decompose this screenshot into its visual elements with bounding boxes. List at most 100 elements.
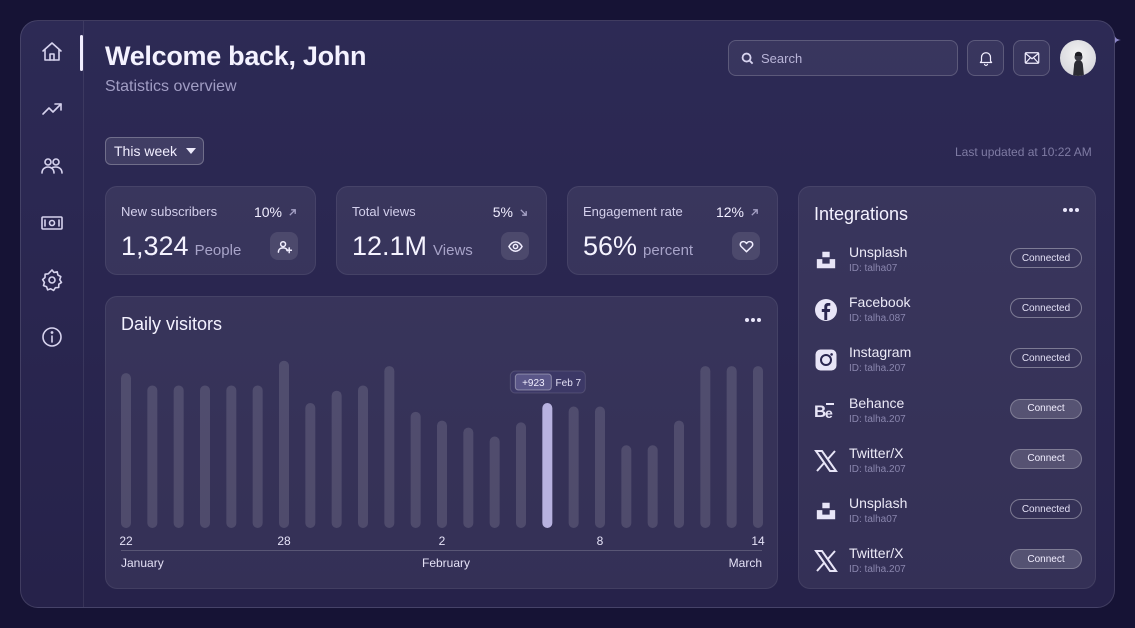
sidebar-item-revenue[interactable] — [39, 210, 65, 236]
integration-id: ID: talha.087 — [849, 313, 906, 325]
integration-id: ID: talha.207 — [849, 463, 906, 475]
chart-bar[interactable] — [173, 385, 184, 528]
search-input[interactable] — [761, 50, 951, 66]
chart-bar[interactable] — [331, 390, 342, 528]
messages-button[interactable] — [1013, 40, 1050, 76]
integration-row: Twitter/X ID: talha.207 Connect — [814, 445, 1082, 481]
stat-change-value: 12% — [715, 204, 744, 220]
avatar-image — [1073, 51, 1084, 76]
chart-bar[interactable] — [358, 385, 368, 528]
chart-bar[interactable] — [410, 411, 421, 528]
chart-bar[interactable] — [305, 403, 316, 528]
chart-bar[interactable] — [463, 427, 474, 528]
chart-axis-line — [121, 550, 762, 551]
integration-id: ID: talha.207 — [849, 413, 906, 425]
x-tick-label: 8 — [597, 534, 604, 548]
dashboard-window: Welcome back, John Statistics overview T… — [20, 20, 1115, 608]
connected-button[interactable]: Connected — [1010, 348, 1082, 369]
stat-change: 12% — [716, 204, 759, 220]
money-icon — [41, 216, 63, 230]
arrow-down-right-icon — [520, 208, 527, 216]
stat-value: 12.1M — [352, 231, 428, 261]
sidebar-item-audience[interactable] — [39, 153, 65, 179]
x-tick-label: 14 — [751, 534, 765, 548]
stat-value: 56% — [583, 231, 638, 261]
x-icon — [814, 549, 838, 573]
last-updated-text: Last updated at 10:22 AM — [955, 145, 1092, 159]
connected-button[interactable]: Connected — [1010, 298, 1082, 319]
stat-icon-badge — [732, 232, 760, 260]
stat-value-row: 1,324 People — [121, 231, 241, 262]
chart-more-button[interactable] — [745, 318, 761, 322]
stat-change-value: 10% — [253, 204, 282, 220]
mail-icon — [1024, 52, 1039, 64]
stat-value-row: 12.1M Views — [352, 231, 473, 262]
tooltip-value: +923 — [522, 378, 545, 389]
integration-name: Twitter/X — [849, 444, 904, 461]
page-title: Welcome back, John — [105, 41, 367, 71]
connect-button[interactable]: Connect — [1010, 549, 1082, 570]
chart-bar[interactable] — [647, 445, 658, 528]
stat-value-row: 56% percent — [583, 231, 693, 262]
connected-button[interactable]: Connected — [1010, 248, 1082, 268]
chart-bar[interactable] — [252, 385, 263, 528]
chart-bar[interactable] — [516, 422, 526, 528]
stat-change-value: 5% — [492, 204, 513, 220]
integration-name: Twitter/X — [849, 545, 904, 562]
chart-bar[interactable] — [147, 385, 158, 528]
integration-id: ID: talha07 — [849, 514, 898, 525]
integration-row: Instagram ID: talha.207 Connected — [814, 344, 1082, 380]
sidebar-item-settings[interactable] — [39, 267, 65, 293]
instagram-icon — [814, 348, 838, 372]
chart-bar[interactable] — [542, 403, 553, 528]
chart-bar[interactable] — [674, 420, 684, 528]
chart-bar[interactable] — [279, 360, 289, 528]
sidebar-item-home[interactable] — [39, 39, 65, 65]
integrations-title: Integrations — [814, 204, 909, 224]
stat-card-engagement: Engagement rate 12% 56% percent — [567, 186, 778, 275]
integrations-more-button[interactable] — [1063, 208, 1079, 212]
date-range-select[interactable]: This week — [105, 137, 204, 165]
stat-icon-badge — [501, 232, 529, 260]
month-label: January — [121, 556, 164, 570]
notifications-button[interactable] — [967, 40, 1004, 76]
stat-unit: Views — [433, 242, 473, 259]
month-label: February — [422, 556, 470, 570]
eye-icon — [507, 240, 523, 252]
chart-bar[interactable] — [384, 366, 395, 528]
chart-bar[interactable] — [226, 385, 237, 528]
stat-label: Engagement rate — [583, 204, 683, 219]
trending-up-icon — [42, 103, 62, 115]
stat-card-subscribers: New subscribers 10% 1,324 People — [105, 186, 316, 275]
chart-bar[interactable] — [121, 373, 131, 528]
stat-label: Total views — [352, 204, 416, 219]
chart-bar[interactable] — [621, 445, 632, 528]
chart-bar[interactable] — [726, 366, 737, 528]
month-label: March — [729, 556, 762, 570]
chart-bar[interactable] — [200, 385, 210, 528]
chart-bar[interactable] — [489, 436, 500, 528]
integration-row: Unsplash ID: talha07 Connected — [814, 244, 1082, 280]
chart-bar[interactable] — [595, 406, 605, 528]
chart-bar[interactable] — [437, 420, 447, 528]
users-icon — [41, 158, 63, 174]
chart-bar[interactable] — [700, 366, 711, 528]
connected-button[interactable]: Connected — [1010, 499, 1082, 519]
home-icon — [42, 42, 62, 61]
integration-name: Instagram — [849, 344, 912, 361]
sidebar-item-analytics[interactable] — [39, 96, 65, 122]
user-avatar[interactable] — [1060, 40, 1096, 76]
integrations-card: Integrations Unsplash ID: talha07 Connecte… — [798, 186, 1096, 589]
info-icon — [42, 327, 62, 347]
connect-button[interactable]: Connect — [1010, 398, 1082, 419]
integration-row: Unsplash ID: talha07 Connected — [814, 495, 1082, 531]
chart-bar[interactable] — [568, 406, 579, 528]
search-box[interactable] — [728, 40, 958, 76]
sidebar-item-info[interactable] — [39, 324, 65, 350]
integration-id: ID: talha07 — [849, 263, 898, 274]
chart-bar[interactable] — [753, 366, 763, 528]
connect-button[interactable]: Connect — [1010, 448, 1082, 469]
integration-id: ID: talha.207 — [849, 363, 906, 375]
